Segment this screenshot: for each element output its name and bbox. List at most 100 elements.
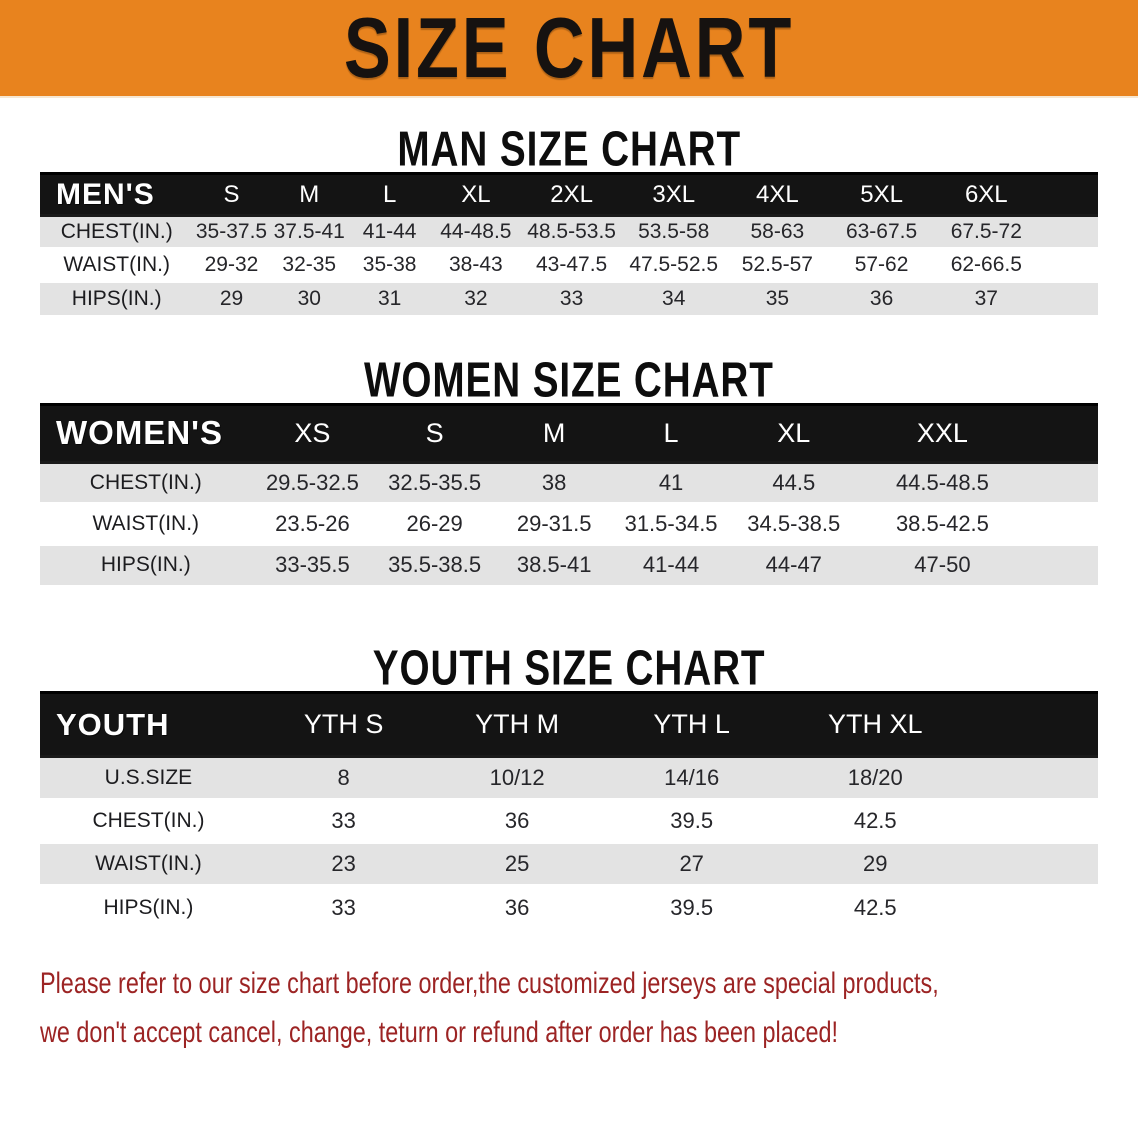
spacer-cell	[970, 755, 1098, 800]
measurement-row: CHEST(IN.) 35-37.5 37.5-41 41-44 44-48.5 48.5…	[40, 214, 1098, 249]
spacer-cell	[970, 884, 1098, 929]
measurement-value: 42.5	[779, 884, 971, 929]
size-column-header: 3XL	[621, 172, 726, 217]
measurement-value: 8	[256, 755, 431, 800]
measurement-value: 34	[621, 280, 726, 315]
man-section-heading: MAN SIZE CHART	[0, 122, 1138, 177]
measurement-value: 44.5-48.5	[857, 460, 1028, 503]
measurement-value: 47.5-52.5	[621, 247, 726, 282]
measurement-value: 14/16	[603, 755, 780, 800]
disclaimer: Please refer to our size chart before or…	[40, 959, 1138, 1058]
measurement-value: 33	[521, 280, 622, 315]
measurement-row: WAIST(IN.) 23.5-26 26-29 29-31.5 31.5-34.5 34…	[40, 501, 1098, 544]
measurement-value: 35.5-38.5	[373, 542, 496, 585]
table-header-row: WOMEN'S XS S M L XL XXL	[40, 402, 1098, 464]
measurement-value: 32	[430, 280, 522, 315]
measurement-value: 37.5-41	[269, 214, 349, 249]
measurement-value: 33	[256, 798, 431, 843]
spacer-cell	[970, 691, 1098, 758]
measurement-value: 62-66.5	[933, 247, 1039, 282]
size-column-header: L	[348, 172, 431, 217]
measurement-value: 35-37.5	[193, 214, 270, 249]
size-column-header: XS	[251, 402, 374, 464]
measurement-value: 31	[348, 280, 431, 315]
size-column-header: M	[495, 402, 613, 464]
measurement-value: 41-44	[612, 542, 730, 585]
row-label: WAIST(IN.)	[40, 841, 257, 886]
measurement-value: 35	[725, 280, 830, 315]
measurement-row: U.S.SIZE 8 10/12 14/16 18/20	[40, 755, 1098, 800]
size-column-header: YTH S	[256, 691, 431, 758]
spacer-cell	[1038, 172, 1098, 217]
youth-size-table: YOUTH YTH S YTH M YTH L YTH XL U.S.SIZE 8 10/12…	[40, 691, 1098, 929]
measurement-value: 38-43	[430, 247, 522, 282]
women-section-heading: WOMEN SIZE CHART	[0, 355, 1138, 404]
measurement-value: 25	[430, 841, 604, 886]
measurement-value: 67.5-72	[933, 214, 1039, 249]
man-section-heading-text: MAN SIZE CHART	[397, 122, 741, 177]
measurement-value: 38.5-41	[495, 542, 613, 585]
measurement-value: 63-67.5	[829, 214, 934, 249]
youth-section-heading: YOUTH SIZE CHART	[0, 644, 1138, 693]
measurement-value: 43-47.5	[521, 247, 622, 282]
spacer-cell	[970, 798, 1098, 843]
size-column-header: L	[612, 402, 730, 464]
measurement-value: 10/12	[430, 755, 604, 800]
spacer-cell	[1027, 501, 1098, 544]
measurement-value: 39.5	[603, 798, 780, 843]
size-chart-banner: SIZE CHART	[0, 0, 1138, 98]
row-label: WAIST(IN.)	[40, 501, 252, 544]
measurement-row: WAIST(IN.) 29-32 32-35 35-38 38-43 43-47.5 47.…	[40, 247, 1098, 282]
row-label: CHEST(IN.)	[40, 798, 257, 843]
measurement-value: 47-50	[857, 542, 1028, 585]
measurement-value: 48.5-53.5	[521, 214, 622, 249]
measurement-value: 29	[779, 841, 971, 886]
size-column-header: YTH XL	[779, 691, 971, 758]
spacer-cell	[1038, 214, 1098, 249]
measurement-value: 44.5	[729, 460, 858, 503]
size-column-header: 2XL	[521, 172, 622, 217]
spacer-cell	[1027, 460, 1098, 503]
size-column-header: 5XL	[829, 172, 934, 217]
spacer-cell	[970, 841, 1098, 886]
size-column-header: S	[193, 172, 270, 217]
size-column-header: 4XL	[725, 172, 830, 217]
measurement-value: 30	[269, 280, 349, 315]
measurement-row: HIPS(IN.) 33-35.5 35.5-38.5 38.5-41 41-44 44-…	[40, 542, 1098, 585]
disclaimer-line-1: Please refer to our size chart before or…	[40, 966, 939, 1000]
measurement-value: 33	[256, 884, 431, 929]
size-column-header: 6XL	[933, 172, 1039, 217]
spacer-cell	[1038, 280, 1098, 315]
measurement-value: 23	[256, 841, 431, 886]
spacer-cell	[1038, 247, 1098, 282]
size-column-header: XXL	[857, 402, 1028, 464]
measurement-value: 36	[430, 798, 604, 843]
measurement-value: 27	[603, 841, 780, 886]
measurement-row: CHEST(IN.) 33 36 39.5 42.5	[40, 798, 1098, 843]
spacer-cell	[1027, 542, 1098, 585]
measurement-value: 38	[495, 460, 613, 503]
mens-size-table: MEN'S S M L XL 2XL 3XL 4XL 5XL 6XL CHEST(IN.) 35-37…	[40, 172, 1098, 315]
measurement-value: 53.5-58	[621, 214, 726, 249]
row-label: CHEST(IN.)	[40, 460, 252, 503]
row-label: U.S.SIZE	[40, 755, 257, 800]
measurement-value: 35-38	[348, 247, 431, 282]
measurement-value: 52.5-57	[725, 247, 830, 282]
disclaimer-line-2: we don't accept cancel, change, teturn o…	[40, 1016, 838, 1049]
size-column-header: YTH L	[603, 691, 780, 758]
measurement-value: 39.5	[603, 884, 780, 929]
row-label: WAIST(IN.)	[40, 247, 194, 282]
table-header-row: MEN'S S M L XL 2XL 3XL 4XL 5XL 6XL	[40, 172, 1098, 217]
measurement-row: CHEST(IN.) 29.5-32.5 32.5-35.5 38 41 44.5 44.5…	[40, 460, 1098, 503]
measurement-value: 18/20	[779, 755, 971, 800]
measurement-value: 36	[430, 884, 604, 929]
measurement-value: 37	[933, 280, 1039, 315]
measurement-row: HIPS(IN.) 29 30 31 32 33 34 35 36 37	[40, 280, 1098, 315]
womens-size-table: WOMEN'S XS S M L XL XXL CHEST(IN.) 29.5-32.5 32.5…	[40, 402, 1098, 585]
measurement-row: HIPS(IN.) 33 36 39.5 42.5	[40, 884, 1098, 929]
row-label: CHEST(IN.)	[40, 214, 194, 249]
table-header-label: MEN'S	[40, 172, 194, 217]
measurement-value: 44-48.5	[430, 214, 522, 249]
measurement-value: 29.5-32.5	[251, 460, 374, 503]
table-header-label: YOUTH	[40, 691, 257, 758]
